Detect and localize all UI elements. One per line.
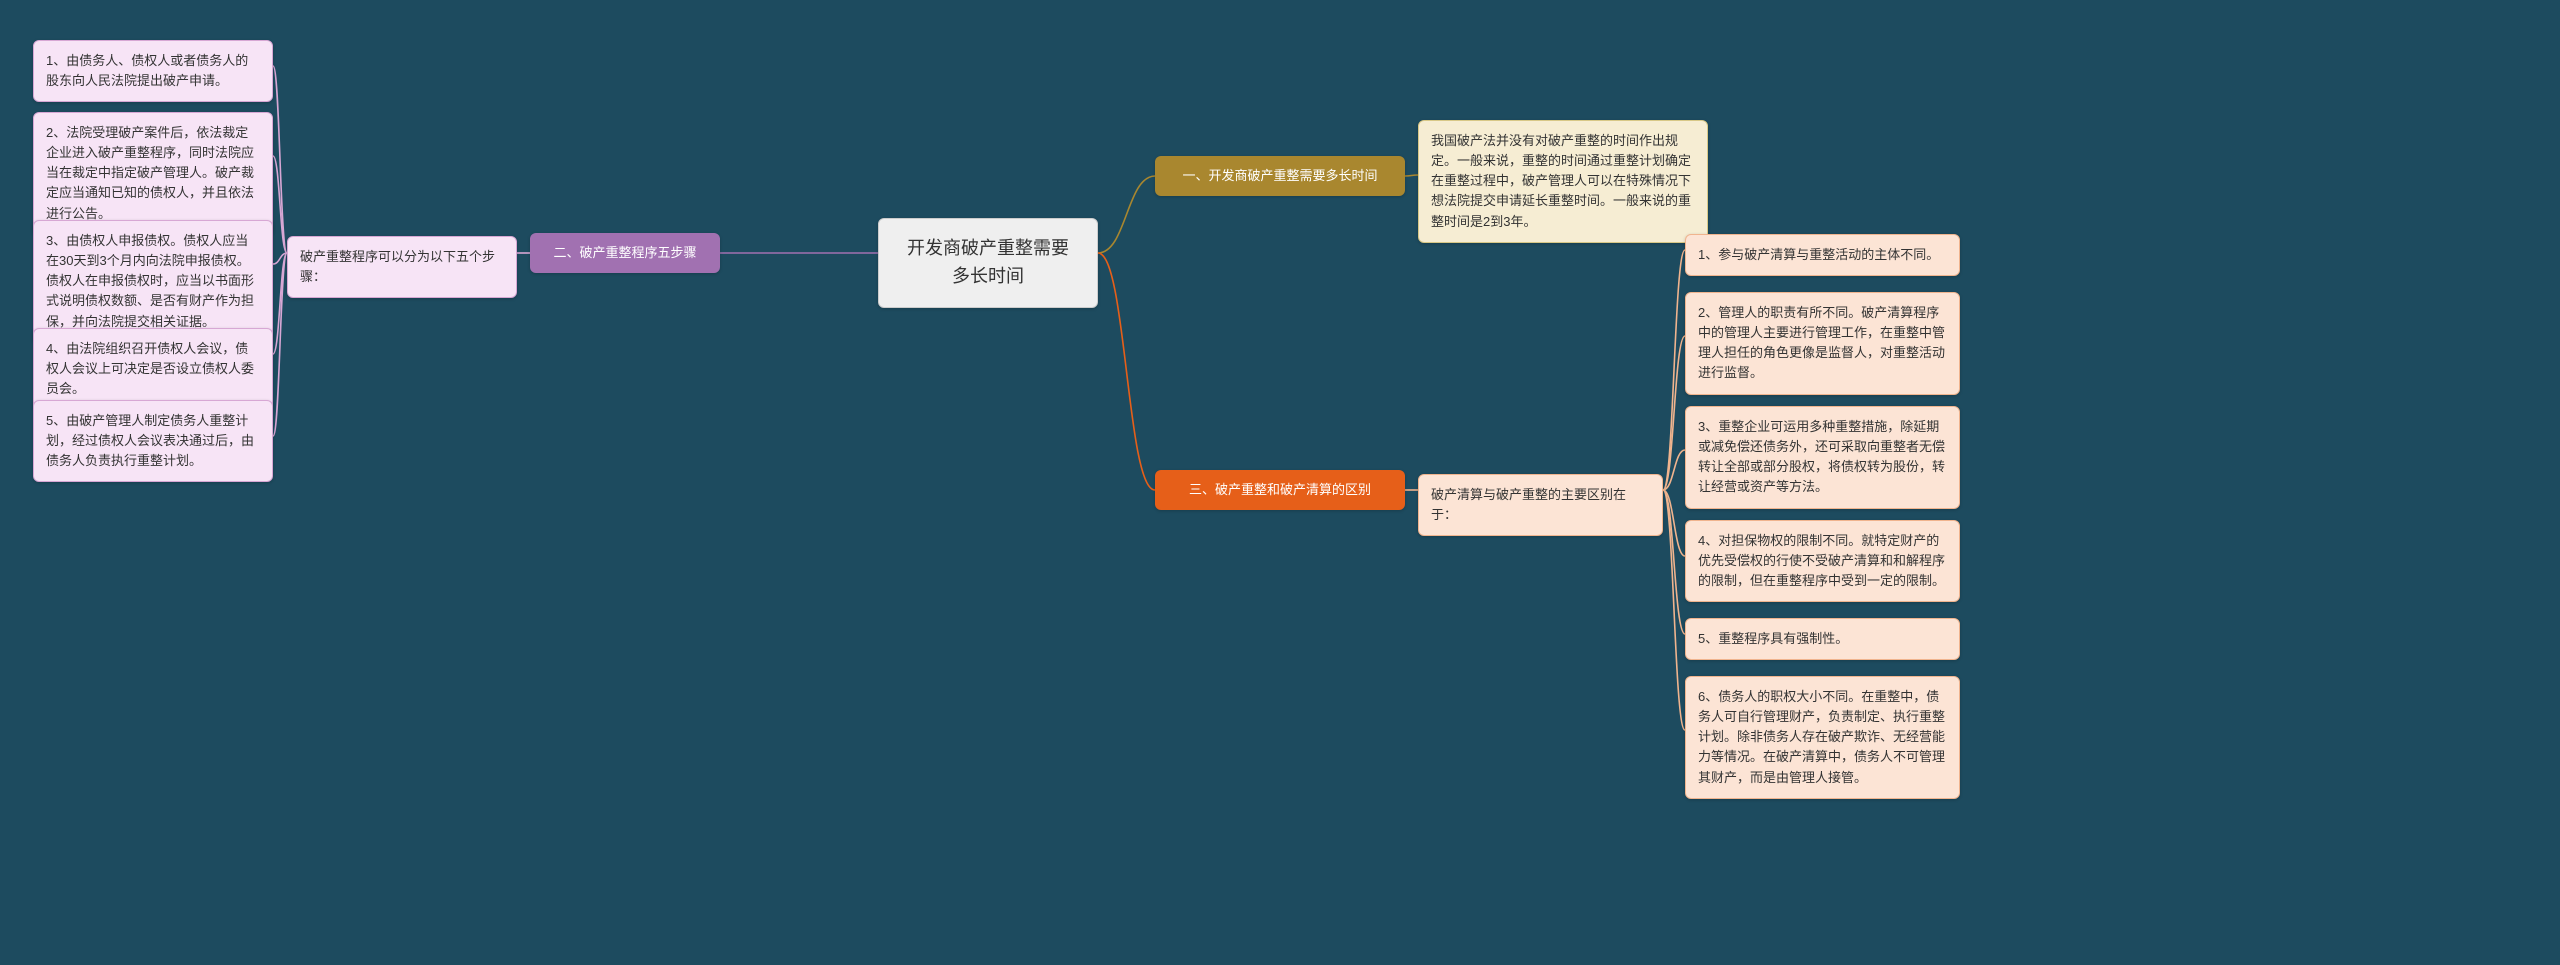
edge bbox=[1663, 450, 1685, 490]
edge bbox=[273, 253, 287, 264]
branch-3-intro: 破产清算与破产重整的主要区别在于： bbox=[1418, 474, 1663, 536]
branch-1-detail: 我国破产法并没有对破产重整的时间作出规定。一般来说，重整的时间通过重整计划确定在… bbox=[1418, 120, 1708, 243]
edge bbox=[1098, 253, 1155, 490]
branch-3-diff-5: 5、重整程序具有强制性。 bbox=[1685, 618, 1960, 660]
edge bbox=[1663, 490, 1685, 634]
branch-2-step-1: 1、由债务人、债权人或者债务人的股东向人民法院提出破产申请。 bbox=[33, 40, 273, 102]
edge bbox=[1663, 490, 1685, 730]
branch-3-diff-3: 3、重整企业可运用多种重整措施，除延期或减免偿还债务外，还可采取向重整者无偿转让… bbox=[1685, 406, 1960, 509]
edge bbox=[1098, 176, 1155, 253]
edge bbox=[1663, 490, 1685, 556]
branch-3-diff-2: 2、管理人的职责有所不同。破产清算程序中的管理人主要进行管理工作，在重整中管理人… bbox=[1685, 292, 1960, 395]
edge bbox=[273, 253, 287, 354]
edge bbox=[273, 253, 287, 436]
branch-2-step-3: 3、由债权人申报债权。债权人应当在30天到3个月内向法院申报债权。债权人在申报债… bbox=[33, 220, 273, 343]
branch-2: 二、破产重整程序五步骤 bbox=[530, 233, 720, 273]
branch-3-diff-6: 6、债务人的职权大小不同。在重整中，债务人可自行管理财产，负责制定、执行重整计划… bbox=[1685, 676, 1960, 799]
branch-3-diff-1: 1、参与破产清算与重整活动的主体不同。 bbox=[1685, 234, 1960, 276]
branch-3: 三、破产重整和破产清算的区别 bbox=[1155, 470, 1405, 510]
root-node: 开发商破产重整需要多长时间 bbox=[878, 218, 1098, 308]
branch-2-step-5: 5、由破产管理人制定债务人重整计划，经过债权人会议表决通过后，由债务人负责执行重… bbox=[33, 400, 273, 482]
edge bbox=[1663, 336, 1685, 490]
branch-1: 一、开发商破产重整需要多长时间 bbox=[1155, 156, 1405, 196]
edge bbox=[273, 66, 287, 253]
branch-3-diff-4: 4、对担保物权的限制不同。就特定财产的优先受偿权的行使不受破产清算和和解程序的限… bbox=[1685, 520, 1960, 602]
branch-2-step-2: 2、法院受理破产案件后，依法裁定企业进入破产重整程序，同时法院应当在裁定中指定破… bbox=[33, 112, 273, 235]
edge bbox=[273, 156, 287, 253]
edge bbox=[1405, 175, 1418, 176]
edge bbox=[1663, 250, 1685, 490]
branch-2-intro: 破产重整程序可以分为以下五个步骤： bbox=[287, 236, 517, 298]
branch-2-step-4: 4、由法院组织召开债权人会议，债权人会议上可决定是否设立债权人委员会。 bbox=[33, 328, 273, 410]
